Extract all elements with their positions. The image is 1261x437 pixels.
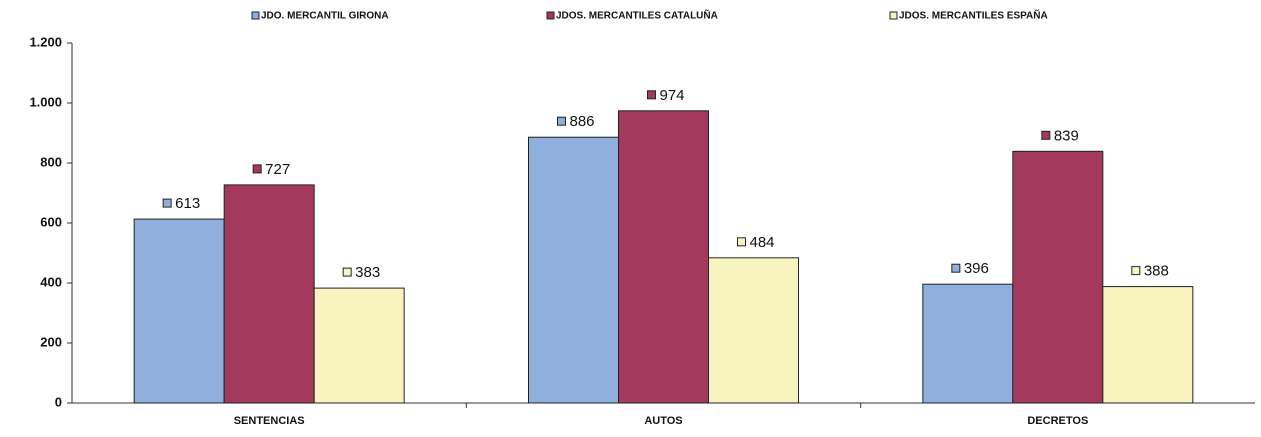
y-tick-label: 600 bbox=[40, 214, 62, 229]
y-tick-label: 1.000 bbox=[29, 94, 62, 109]
y-tick-label: 800 bbox=[40, 154, 62, 169]
x-tick-label: SENTENCIAS bbox=[234, 415, 305, 427]
value-label: 388 bbox=[1144, 263, 1169, 280]
value-label: 613 bbox=[175, 195, 200, 212]
legend-label: JDOS. MERCANTILES CATALUÑA bbox=[556, 9, 718, 22]
x-tick-label: AUTOS bbox=[644, 415, 682, 427]
value-marker bbox=[737, 237, 746, 247]
y-tick-label: 1.200 bbox=[29, 34, 62, 49]
bar bbox=[1102, 286, 1194, 404]
y-tick-label: 200 bbox=[40, 334, 62, 349]
value-marker bbox=[342, 267, 352, 277]
value-label: 396 bbox=[964, 260, 989, 277]
bar bbox=[133, 218, 225, 404]
y-tick-label: 0 bbox=[55, 394, 62, 409]
legend-label: JDO. MERCANTIL GIRONA bbox=[261, 11, 389, 22]
bar bbox=[223, 184, 315, 404]
legend-label: JDOS. MERCANTILES ESPAÑA bbox=[899, 9, 1048, 22]
legend-swatch bbox=[546, 11, 555, 20]
bar bbox=[1012, 150, 1104, 404]
value-marker bbox=[951, 263, 961, 273]
value-label: 974 bbox=[660, 87, 685, 104]
x-tick-label: DECRETOS bbox=[1027, 415, 1088, 427]
bar bbox=[922, 283, 1014, 404]
y-tick-label: 400 bbox=[40, 274, 62, 289]
value-marker bbox=[252, 164, 262, 174]
bar bbox=[313, 287, 405, 404]
value-label: 383 bbox=[355, 264, 380, 281]
value-marker bbox=[1131, 266, 1141, 276]
legend-swatch bbox=[889, 11, 898, 20]
legend-swatch bbox=[251, 11, 260, 20]
value-label: 839 bbox=[1054, 127, 1079, 144]
bar bbox=[708, 257, 799, 404]
value-label: 484 bbox=[750, 234, 775, 251]
value-label: 727 bbox=[265, 161, 290, 178]
value-marker bbox=[162, 198, 172, 208]
value-marker bbox=[1041, 130, 1051, 140]
bar bbox=[528, 136, 619, 404]
value-label: 886 bbox=[570, 113, 595, 130]
value-marker bbox=[647, 90, 656, 100]
value-marker bbox=[557, 116, 566, 126]
bar bbox=[618, 110, 709, 404]
